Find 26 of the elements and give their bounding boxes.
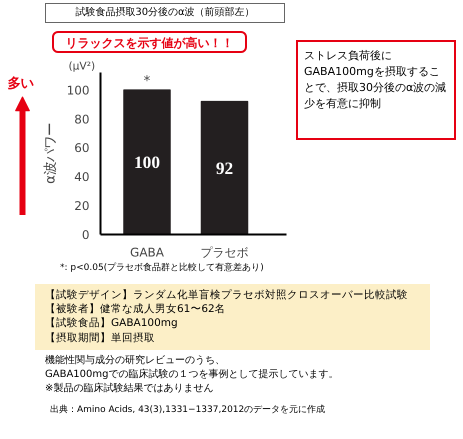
text: 機能性関与成分の研究レビューのうち、 (45, 355, 225, 366)
text: ※製品の臨床試験結果ではありません (45, 383, 214, 394)
x-tick-label: GABA (130, 246, 165, 260)
text: GABA100mgでの臨床試験の１つを事例として提示しています。 (45, 369, 338, 380)
y-tick-label: 60 (74, 141, 90, 156)
text: リラックスを示す値が高い！！ (66, 35, 234, 52)
source-note: 出典：Amino Acids, 43(3),1331−1337,2012のデータを元に作成 (50, 404, 326, 417)
data-label: 92 (216, 158, 234, 178)
text: 【試験食品】GABA100mg (45, 317, 178, 330)
data-label: 100 (134, 153, 160, 172)
y-tick-label: 40 (74, 170, 90, 184)
text: ストレス負荷後にGABA100mgを摂取することで、摂取30分後のα波の減少を有意に抑制 (304, 48, 448, 112)
text: 【被験者】健常な成人男女61〜62名 (45, 303, 226, 316)
text: 【摂取期間】単回摂取 (45, 332, 155, 344)
text: 【試験デザイン】ランダム化単盲検プラセボ対照クロスオーバー比較試験 (45, 289, 408, 301)
y-tick-label: 100 (66, 83, 90, 98)
y-tick-label: 0 (82, 228, 90, 242)
text: (μV²) (68, 60, 96, 72)
y-tick-label: 80 (74, 112, 90, 126)
text: *: p<0.05(プラセボ食品群と比較して有意差あり) (60, 262, 264, 275)
x-tick-label: プラセボ (200, 246, 248, 260)
y-tick-label: 20 (74, 199, 90, 214)
text: 多い (8, 76, 34, 92)
y-axis-title: α波パワー (44, 123, 59, 184)
annotation: * (144, 74, 151, 89)
chart-title: 試験食品摂取30分後のα波（前頭部左） (75, 6, 255, 20)
